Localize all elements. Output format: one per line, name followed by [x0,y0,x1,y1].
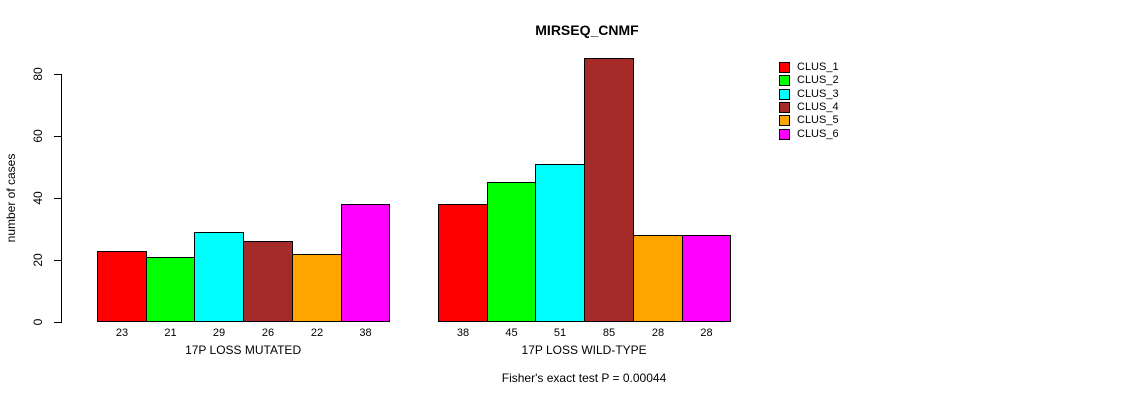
bar [682,235,731,322]
y-axis-tick [54,74,61,75]
legend-swatch [779,62,790,73]
bar-value-label: 26 [261,327,275,339]
y-axis-tick [54,198,61,199]
legend-label: CLUS_1 [797,61,839,73]
legend-swatch [779,88,790,100]
legend-label: CLUS_5 [797,114,839,127]
bar [438,204,488,322]
bar [487,182,536,322]
annotation-text: Fisher's exact test P = 0.00044 [501,371,667,385]
bar-value-label: 23 [115,327,129,339]
bar [584,58,634,322]
y-axis-title: number of cases [4,153,18,243]
legend-swatch [779,75,790,87]
y-axis-tick [54,136,61,137]
legend-label: CLUS_2 [797,74,839,87]
bar-value-label: 22 [310,327,324,339]
y-axis-line [61,74,62,323]
legend-swatch [779,115,790,127]
bar-value-label: 45 [505,327,518,339]
legend-swatch [779,101,790,113]
x-group-label: 17P LOSS WILD-TYPE [521,343,647,357]
y-tick-label: 60 [31,129,45,143]
bar-value-label: 38 [359,327,372,339]
bar-value-label: 21 [164,327,177,339]
bar [633,235,683,322]
bar [292,254,342,322]
legend-label: CLUS_6 [797,127,839,140]
y-tick-label: 20 [31,253,45,267]
bar-value-label: 51 [553,327,567,339]
bar-value-label: 28 [700,327,713,339]
y-tick-label: 80 [31,67,45,81]
x-group-label: 17P LOSS MUTATED [185,343,302,357]
bar-value-label: 29 [212,327,226,339]
bar-value-label: 28 [651,327,665,339]
bar [146,257,195,322]
y-axis-tick [54,322,61,323]
bar [194,232,244,322]
legend-label: CLUS_3 [797,87,839,100]
y-tick-label: 0 [31,318,45,326]
legend-swatch [779,128,790,140]
legend-label: CLUS_4 [797,100,839,113]
y-tick-label: 40 [31,191,45,205]
bar-value-label: 85 [602,327,616,339]
bar [97,251,147,322]
bar-value-label: 38 [456,327,470,339]
bar [535,164,585,322]
chart-title: MIRSEQ_CNMF [535,22,639,38]
bar [341,204,390,322]
bar [243,241,293,322]
y-axis-tick [54,260,61,261]
